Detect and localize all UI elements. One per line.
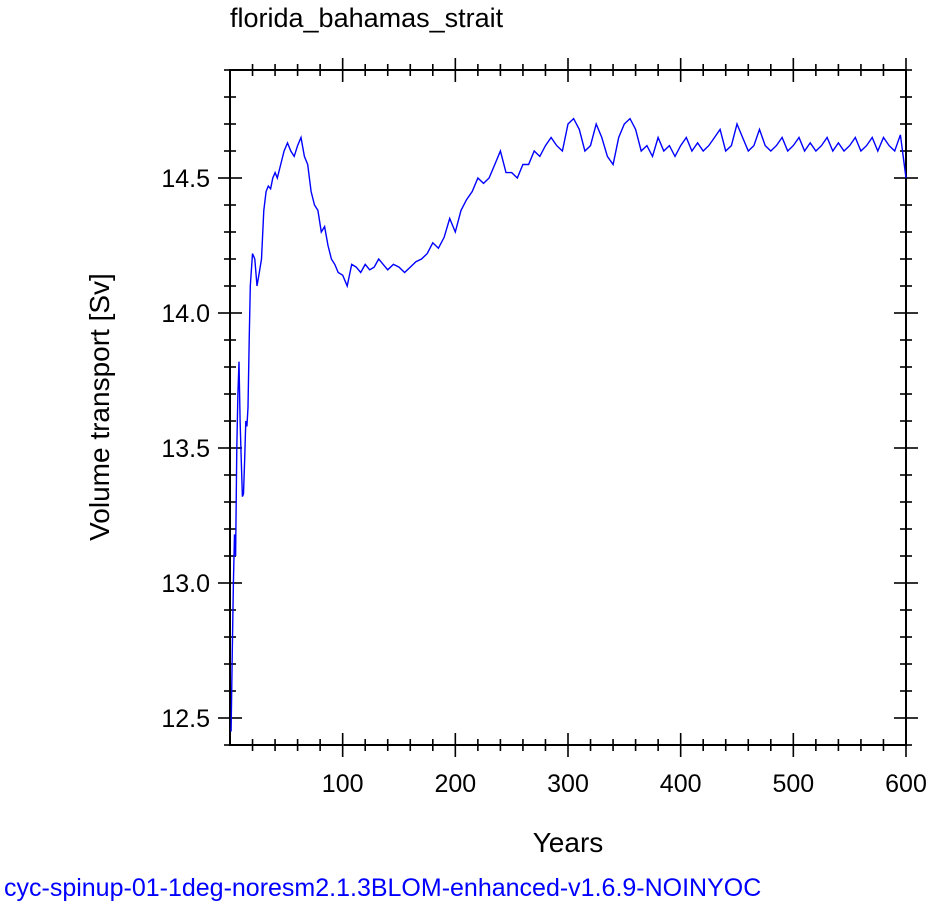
x-tick-label: 200 xyxy=(434,770,476,798)
x-tick-label: 300 xyxy=(547,770,589,798)
series-line xyxy=(230,117,907,732)
chart-title: florida_bahamas_strait xyxy=(230,3,504,33)
y-tick-label: 14.5 xyxy=(161,165,210,193)
axis-ticks xyxy=(218,58,918,757)
plot-frame xyxy=(229,69,907,746)
y-tick-label: 12.5 xyxy=(161,705,210,733)
x-tick-label: 100 xyxy=(322,770,364,798)
y-tick-label: 13.5 xyxy=(161,435,210,463)
x-tick-label: 600 xyxy=(885,770,927,798)
y-tick-label: 14.0 xyxy=(161,300,210,328)
y-axis-label: Volume transport [Sv] xyxy=(84,273,115,541)
axis-tick-labels: 100 200 300 400 500 600 12.5 13.0 13.5 14.0 14.5 xyxy=(161,165,927,798)
x-tick-label: 500 xyxy=(772,770,814,798)
footer-run-id: cyc-spinup-01-1deg-noresm2.1.3BLOM-enhan… xyxy=(4,874,761,902)
y-tick-label: 13.0 xyxy=(161,570,210,598)
x-tick-label: 400 xyxy=(660,770,702,798)
x-axis-label: Years xyxy=(533,827,604,858)
